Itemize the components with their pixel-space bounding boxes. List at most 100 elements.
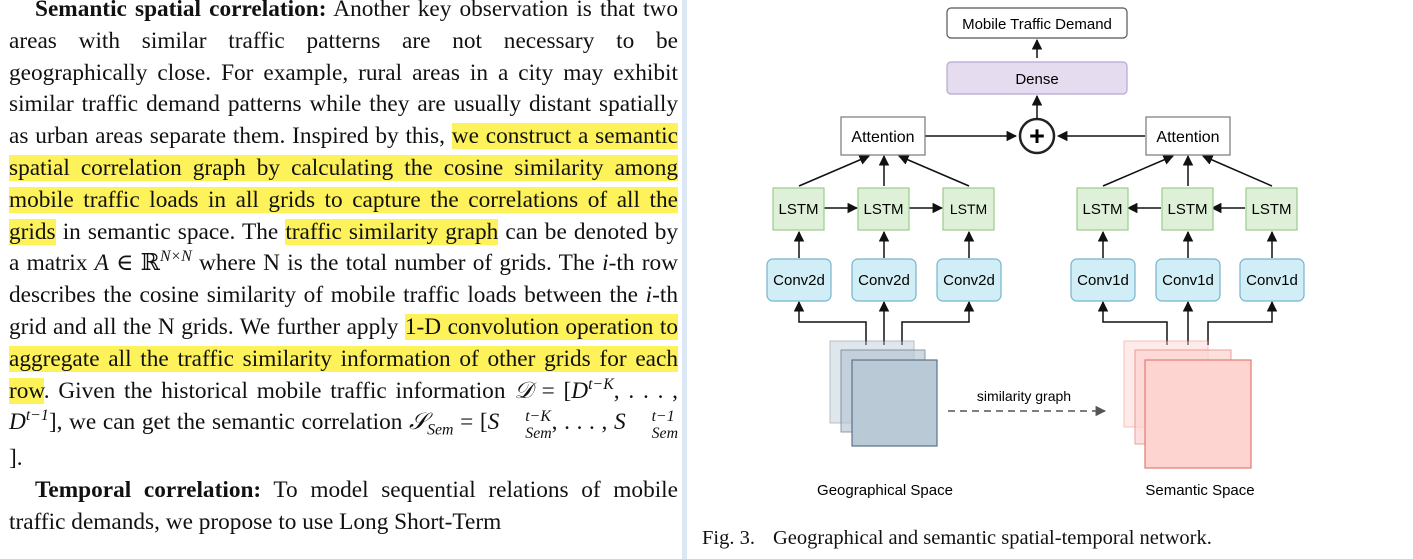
- math-sup: t−K: [588, 375, 614, 393]
- conv1d-box: [1070, 258, 1136, 302]
- text-span: , we can get the semantic correlation: [56, 409, 410, 436]
- text-span: Another key observation is that two area…: [9, 0, 678, 150]
- body-text-column: Semantic spatial correlation: Another ke…: [9, 0, 678, 538]
- geographical-stack: [829, 340, 938, 447]
- math-bracket: ]: [48, 409, 57, 436]
- connector-arrows: [793, 38, 1278, 345]
- conv1d-label: Conv1d: [1246, 272, 1298, 289]
- geo-grid-layer-front: [851, 359, 938, 447]
- math-sub: Sem: [651, 425, 679, 443]
- math-eq: = [: [532, 377, 572, 404]
- caption-label: Fig. 3.: [702, 527, 755, 549]
- arrow-lstm-to-attn: [1202, 154, 1273, 187]
- math-sub-sem: Sem: [427, 422, 454, 440]
- lstm-row-left: LSTM LSTM LSTM: [772, 187, 995, 231]
- lstm-box: [857, 187, 910, 231]
- output-label: Mobile Traffic Demand: [962, 16, 1112, 33]
- conv1d-label: Conv1d: [1162, 272, 1214, 289]
- math-S-script: 𝒮: [409, 409, 428, 436]
- text-span: -th row describes the cosine similarity …: [9, 250, 678, 309]
- math-R: ℝ: [140, 250, 160, 277]
- text-span: -th grid and all the N grids. We further…: [9, 282, 678, 340]
- lstm-label: LSTM: [1167, 201, 1207, 218]
- attention-box-right: [1145, 116, 1231, 156]
- arrow-lstm-to-attn: [898, 154, 970, 187]
- temporal-heading: Temporal correlation:: [35, 476, 262, 503]
- conv1d-box: [1155, 258, 1221, 302]
- math-dots: , . . . ,: [551, 409, 614, 436]
- math-sub: Sem: [525, 425, 552, 443]
- text-span: in semantic space. The: [55, 218, 286, 245]
- text-span: . Given the historical mobile traffic in…: [43, 377, 515, 404]
- math-supsub: t−K Sem: [499, 409, 551, 443]
- lstm-label: LSTM: [950, 201, 987, 217]
- similarity-graph-label: similarity graph: [977, 388, 1071, 404]
- caption-text: Geographical and semantic spatial-tempor…: [772, 527, 1212, 549]
- lstm-label: LSTM: [863, 201, 903, 218]
- lstm-box: [1161, 187, 1214, 231]
- highlight-traffic-similarity-graph: traffic similarity graph: [285, 218, 499, 245]
- arrow-sem-to-conv: [1097, 300, 1168, 345]
- math-S: S: [487, 409, 500, 436]
- figure-caption: Fig. 3. Geographical and semantic spatial…: [702, 527, 1212, 550]
- arrow-geo-to-conv: [793, 300, 867, 345]
- geographical-space-label: Geographical Space: [817, 482, 953, 499]
- math-S: S: [613, 409, 626, 436]
- math-i: i: [602, 250, 609, 277]
- paragraph-semantic-spatial: Semantic spatial correlation: Another ke…: [9, 0, 678, 475]
- lstm-box: [772, 187, 825, 231]
- column-divider: [682, 0, 687, 559]
- network-diagram: Mobile Traffic Demand Dense + Attention …: [766, 7, 1305, 499]
- attention-label-left: Attention: [851, 129, 914, 146]
- lstm-label: LSTM: [1251, 201, 1291, 218]
- math-sup: t−1: [651, 408, 675, 426]
- math-D-script: 𝒟: [514, 377, 533, 404]
- conv1d-box: [1239, 258, 1305, 302]
- paragraph-temporal: Temporal correlation: To model sequentia…: [9, 475, 678, 539]
- arrow-lstm-to-attn: [1102, 154, 1174, 187]
- lstm-label: LSTM: [778, 201, 818, 218]
- math-NxN: N×N: [159, 248, 192, 266]
- math-dots: , . . . ,: [613, 377, 678, 404]
- attention-label-right: Attention: [1156, 129, 1219, 146]
- output-box: [946, 7, 1128, 39]
- conv2d-row: Conv2d Conv2d Conv2d: [766, 258, 1002, 302]
- dense-box: [946, 61, 1128, 95]
- arrow-sem-to-conv: [1207, 300, 1278, 345]
- math-eq: = [: [453, 409, 488, 436]
- conv2d-box: [851, 258, 917, 302]
- semantic-stack: [1123, 340, 1252, 469]
- dense-label: Dense: [1015, 71, 1058, 88]
- math-D: D: [571, 377, 589, 404]
- math-supsub: t−1 Sem: [626, 409, 678, 443]
- semantic-heading: Semantic spatial correlation:: [35, 0, 327, 22]
- conv1d-row: Conv1d Conv1d Conv1d: [1070, 258, 1305, 302]
- math-sup: t−K: [525, 408, 551, 426]
- math-in: ∈: [108, 250, 141, 277]
- lstm-row-right: LSTM LSTM LSTM: [1076, 187, 1298, 231]
- plus-circle: [1018, 117, 1056, 155]
- conv1d-label: Conv1d: [1077, 272, 1129, 289]
- text-span: where N is the total number of grids. Th…: [191, 250, 603, 277]
- lstm-box: [942, 187, 995, 231]
- sem-grid-layer-front: [1144, 359, 1252, 469]
- text-span: To model sequential relations of mobile …: [9, 476, 678, 535]
- math-sup: t−1: [25, 407, 49, 425]
- arrow-geo-to-conv: [901, 300, 975, 345]
- text-span: can be denoted by a matrix: [9, 218, 679, 277]
- conv2d-label: Conv2d: [943, 272, 995, 289]
- conv2d-box: [766, 258, 832, 302]
- lstm-label: LSTM: [1082, 201, 1122, 218]
- conv2d-label: Conv2d: [858, 272, 910, 289]
- conv2d-label: Conv2d: [773, 272, 825, 289]
- semantic-space-label: Semantic Space: [1145, 482, 1254, 499]
- lstm-box: [1245, 187, 1298, 231]
- math-A: A: [94, 250, 109, 277]
- conv2d-box: [936, 258, 1002, 302]
- math-i: i: [645, 282, 653, 309]
- math-D: D: [9, 409, 26, 436]
- plus-symbol: +: [1029, 121, 1045, 151]
- figure-network-diagram: Mobile Traffic Demand Dense + Attention …: [690, 0, 1413, 559]
- math-bracket: ].: [9, 444, 23, 471]
- lstm-box: [1076, 187, 1129, 231]
